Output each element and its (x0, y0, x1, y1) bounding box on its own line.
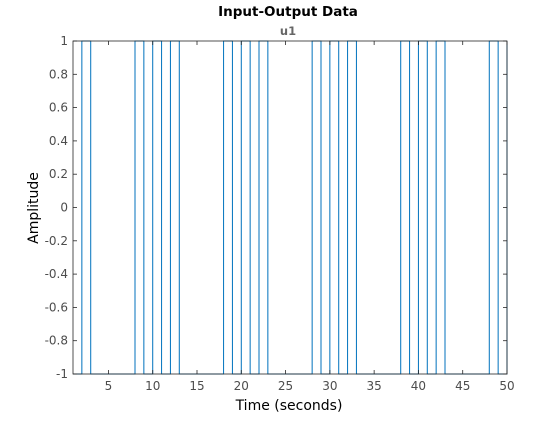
x-tick-label: 35 (367, 379, 382, 393)
y-tick-label: -0.6 (45, 300, 68, 314)
x-tick-label: 45 (455, 379, 470, 393)
y-tick-label: -0.2 (45, 234, 68, 248)
tick-labels: 5 10 15 20 25 30 35 40 45 50 -1 -0.8 -0.6 -0.4 -0.2 0 0.… (45, 34, 515, 393)
chart-title: Input-Output Data (218, 4, 358, 20)
y-tick-label: -0.8 (45, 334, 68, 348)
y-tick-label: 0.4 (49, 134, 68, 148)
x-axis-label: Time (seconds) (235, 398, 343, 414)
chart-subtitle: u1 (280, 24, 296, 38)
x-tick-label: 10 (145, 379, 160, 393)
y-axis-label: Amplitude (26, 172, 42, 244)
x-tick-label: 15 (189, 379, 204, 393)
y-tick-label: 0.8 (49, 67, 68, 81)
x-tick-label: 50 (499, 379, 514, 393)
y-tick-label: 1 (60, 34, 68, 48)
x-tick-label: 5 (105, 379, 113, 393)
plot-area (73, 41, 507, 374)
plot-background (73, 41, 507, 374)
x-tick-label: 40 (411, 379, 426, 393)
x-tick-label: 30 (322, 379, 337, 393)
y-tick-label: 0.2 (49, 167, 68, 181)
y-tick-label: 0.6 (49, 101, 68, 115)
y-tick-label: 0 (60, 201, 68, 215)
axes (72, 40, 508, 375)
x-tick-label: 25 (278, 379, 293, 393)
y-tick-label: -0.4 (45, 267, 68, 281)
y-tick-label: -1 (56, 367, 68, 381)
x-tick-label: 20 (234, 379, 249, 393)
